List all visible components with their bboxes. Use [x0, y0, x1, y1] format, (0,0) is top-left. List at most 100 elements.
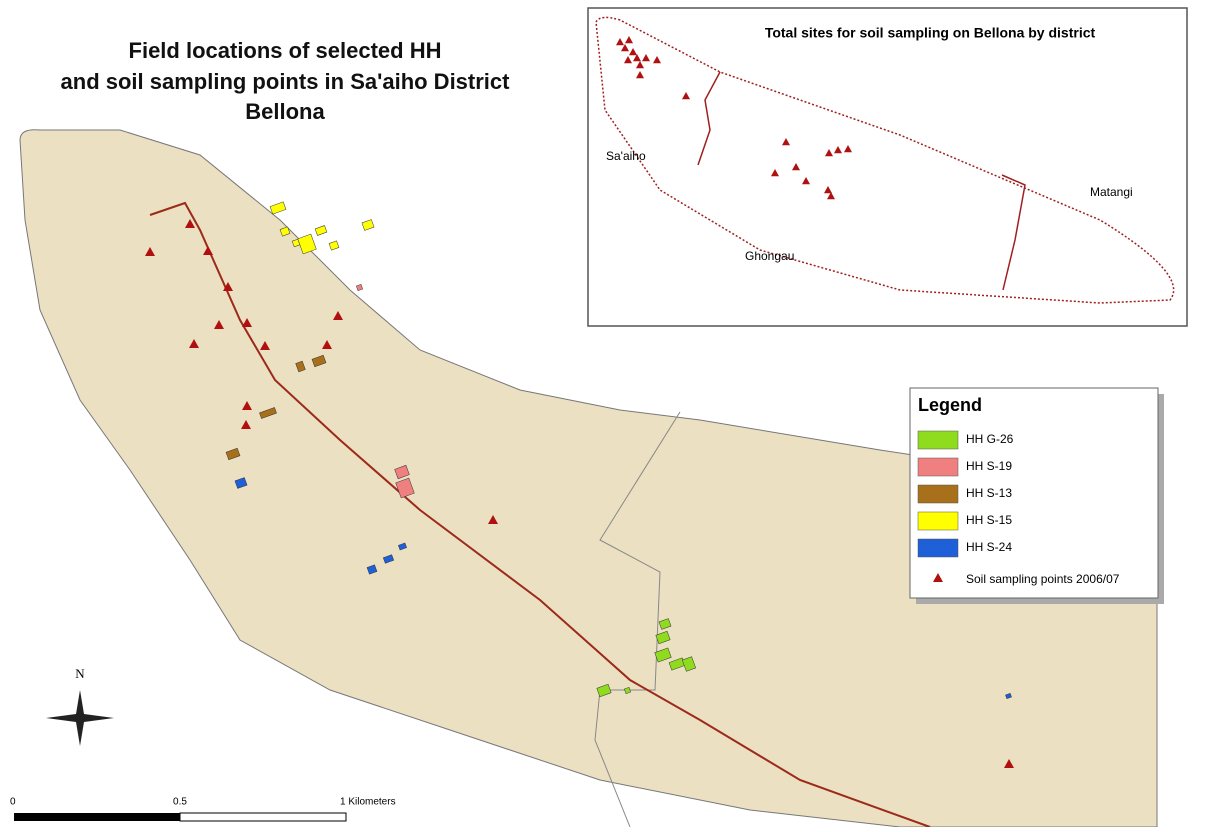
household-parcel [314, 225, 328, 236]
household-parcel [382, 554, 395, 564]
legend: Legend HH G-26 HH S-19 HH S-13 HH S-15 HH S-… [909, 387, 1164, 604]
inset-point [825, 149, 833, 157]
legend-swatch [917, 457, 959, 477]
inset-point [629, 48, 637, 56]
sampling-point [185, 219, 195, 228]
household-parcel [311, 354, 327, 368]
sampling-point [214, 320, 224, 329]
inset-island [595, 16, 1175, 304]
inset-point [844, 145, 852, 153]
legend-label: HH S-13 [966, 486, 1012, 500]
inset-point [834, 146, 842, 154]
north-label: N [75, 666, 85, 681]
household-parcel [655, 630, 671, 645]
sampling-point [241, 420, 251, 429]
household-parcel [366, 564, 378, 575]
inset-point [802, 177, 810, 185]
district-label: Matangi [1090, 185, 1133, 199]
inset-district-boundary [697, 71, 1026, 291]
inset-point [682, 92, 690, 100]
household-parcel [398, 542, 407, 551]
household-parcel [361, 219, 375, 231]
sampling-point [242, 401, 252, 410]
legend-label: HH S-19 [966, 459, 1012, 473]
legend-swatch [917, 430, 959, 450]
sampling-point [145, 247, 155, 256]
inset: Total sites for soil sampling on Bellona… [587, 7, 1188, 327]
inset-point [827, 192, 835, 200]
sampling-point [242, 318, 252, 327]
inset-point [625, 36, 633, 44]
household-parcel [681, 656, 697, 672]
household-parcel [355, 283, 364, 292]
household-parcel [291, 238, 301, 248]
island [19, 129, 1158, 828]
legend-label: HH G-26 [966, 432, 1014, 446]
legend-items: HH G-26 HH S-19 HH S-13 HH S-15 HH S-24 Soil … [917, 430, 1120, 586]
district-label: Ghongau [745, 249, 794, 263]
inset-point [636, 71, 644, 79]
inset-point [653, 56, 661, 64]
household-parcel [658, 618, 672, 630]
sampling-point [260, 341, 270, 350]
scale-segment [179, 812, 347, 822]
legend-swatch [917, 511, 959, 531]
household-parcel [269, 201, 287, 215]
scale-label: 0.5 [173, 797, 187, 808]
households [225, 201, 1012, 700]
scale-bar: 0 0.5 1 Kilometers [10, 797, 396, 822]
compass [46, 690, 114, 746]
inset-point [792, 163, 800, 171]
legend-label: HH S-24 [966, 540, 1012, 554]
household-parcel [259, 407, 277, 419]
title-line: Field locations of selected HH [129, 38, 442, 63]
inset-point [624, 56, 632, 64]
legend-label: Soil sampling points 2006/07 [966, 572, 1120, 586]
legend-title: Legend [918, 395, 982, 415]
district-boundary [594, 411, 681, 828]
household-parcel [225, 447, 241, 461]
inset-point [616, 38, 624, 46]
inset-points [616, 36, 852, 200]
sampling-point [189, 339, 199, 348]
scale-label: 0 [10, 797, 16, 808]
sampling-point [488, 515, 498, 524]
legend-label: HH S-15 [966, 513, 1012, 527]
household-parcel [394, 464, 410, 480]
legend-swatch [917, 484, 959, 504]
inset-point [824, 186, 832, 194]
household-parcel [654, 647, 672, 663]
sampling-points [145, 219, 1014, 768]
sampling-point [223, 282, 233, 291]
household-parcel [295, 360, 306, 373]
sampling-point [322, 340, 332, 349]
inset-point [636, 61, 644, 69]
inset-point [771, 169, 779, 177]
household-parcel [234, 477, 248, 489]
inset-frame [587, 7, 1188, 327]
household-parcel [1005, 692, 1012, 700]
household-parcel [596, 683, 612, 698]
household-parcel [279, 226, 291, 237]
household-parcel [623, 686, 632, 695]
scale-segment [14, 813, 180, 821]
inset-point [782, 138, 790, 146]
title: Field locations of selected HH and soil … [61, 38, 511, 124]
inset-title: Total sites for soil sampling on Bellona… [765, 25, 1096, 41]
title-line: and soil sampling points in Sa'aiho Dist… [61, 69, 511, 94]
north-arrow: N [46, 666, 114, 746]
legend-swatch [917, 538, 959, 558]
sampling-point [1004, 759, 1014, 768]
household-parcel [297, 233, 317, 255]
inset-point [633, 54, 641, 62]
sampling-point [203, 246, 213, 255]
inset-point [642, 54, 650, 62]
sampling-point [333, 311, 343, 320]
road [149, 201, 931, 828]
scale-label: 1 Kilometers [340, 797, 396, 808]
title-line: Bellona [245, 99, 325, 124]
household-parcel [395, 477, 415, 499]
legend-symbol [933, 573, 943, 582]
